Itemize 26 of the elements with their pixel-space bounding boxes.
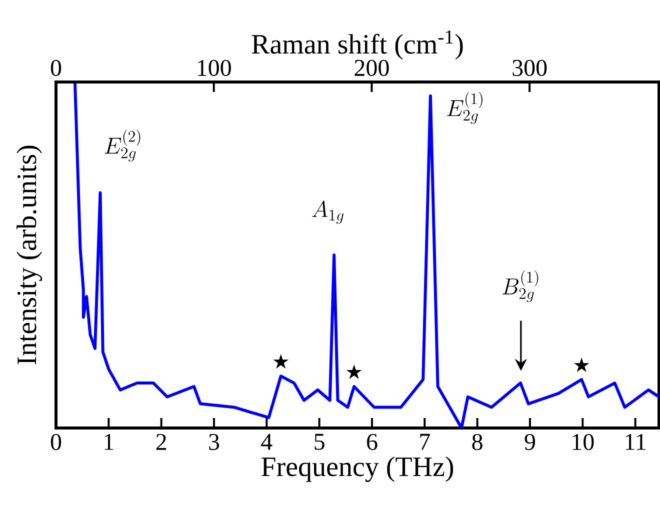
annotation: $E_{2g}^{(1)}$ bbox=[447, 92, 482, 124]
x-tick-label: 9 bbox=[524, 434, 535, 450]
annotation: $A_{1g}$ bbox=[312, 200, 344, 224]
y-axis-title: Intensity (arb.units) bbox=[16, 146, 42, 364]
x-tick-label: 8 bbox=[472, 434, 482, 450]
x2-tick-label: 0 bbox=[50, 60, 62, 76]
x2-tick-label: 200 bbox=[354, 60, 389, 76]
x2-axis-title: Raman shift (cm$^{-1}$) bbox=[252, 30, 463, 60]
annotation: $B_{2g}^{(1)}$ bbox=[502, 270, 538, 302]
annotation: $E_{2g}^{(2)}$ bbox=[104, 130, 140, 162]
x2-tick-label: 100 bbox=[198, 60, 231, 76]
x-tick-label: 1 bbox=[104, 434, 114, 450]
x-tick-label: 11 bbox=[626, 434, 646, 450]
x-tick-label: 3 bbox=[209, 434, 220, 450]
x-tick-label: 10 bbox=[572, 434, 594, 450]
annotation: ★ bbox=[574, 358, 590, 372]
x-tick-label: 6 bbox=[367, 434, 378, 450]
x-tick-label: 0 bbox=[50, 434, 62, 450]
x-axis-title: Frequency (THz) bbox=[262, 456, 454, 482]
x-tick-label: 2 bbox=[156, 434, 166, 450]
x-tick-label: 7 bbox=[420, 434, 430, 450]
x2-tick-label: 300 bbox=[512, 60, 547, 76]
annotation: ★ bbox=[346, 364, 362, 379]
x-tick-label: 4 bbox=[261, 434, 272, 450]
x-tick-label: 5 bbox=[314, 434, 324, 450]
annotation: ★ bbox=[273, 354, 289, 369]
